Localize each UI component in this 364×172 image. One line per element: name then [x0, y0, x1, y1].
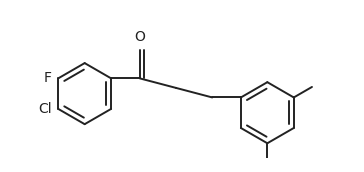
Text: Cl: Cl: [38, 102, 52, 116]
Text: O: O: [134, 30, 145, 44]
Text: F: F: [44, 71, 52, 85]
